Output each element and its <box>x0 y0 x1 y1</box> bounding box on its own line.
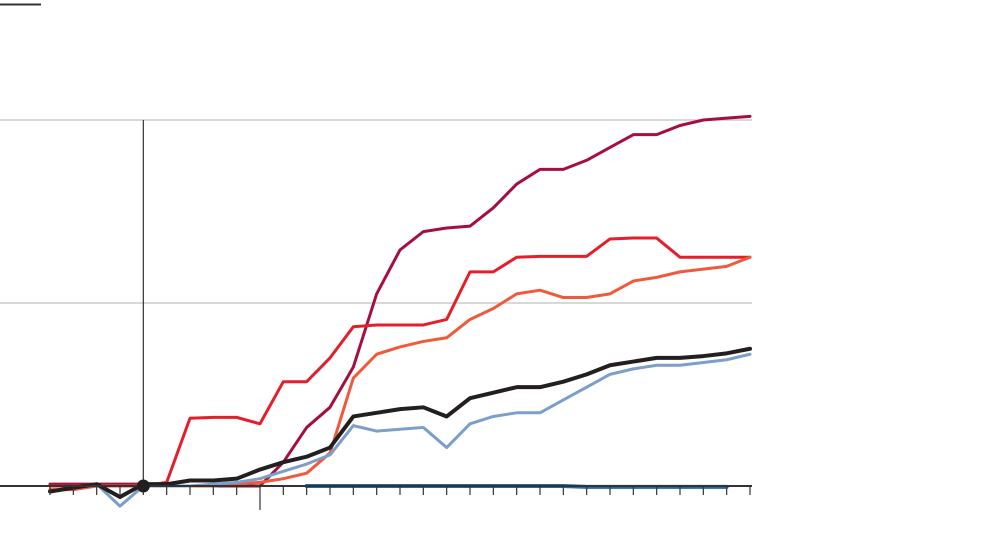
series-line-3 <box>48 255 752 492</box>
series-line-5 <box>48 346 752 499</box>
series-group <box>48 114 752 508</box>
reference-point-marker <box>136 479 150 493</box>
series-line-2 <box>48 236 752 488</box>
gridlines <box>0 119 752 304</box>
